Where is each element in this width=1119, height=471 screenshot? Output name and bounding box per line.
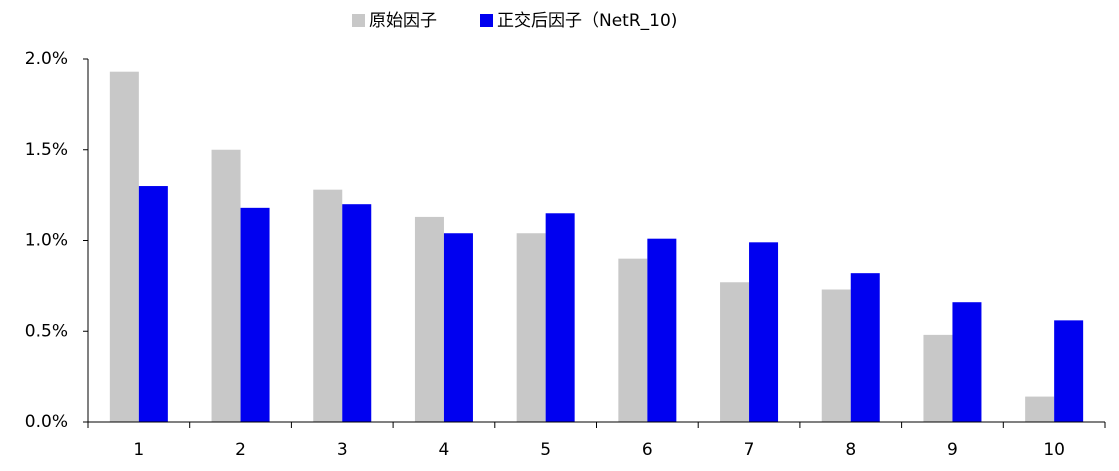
x-tick-label: 5 — [540, 440, 551, 460]
x-tick-label: 3 — [337, 440, 348, 460]
legend-label: 原始因子 — [369, 11, 437, 31]
bar — [414, 216, 444, 422]
bar — [618, 258, 648, 422]
bar — [240, 207, 270, 422]
bar — [443, 233, 473, 422]
y-tick-label: 2.0% — [25, 49, 68, 69]
x-tick-label: 6 — [642, 440, 653, 460]
bar — [749, 242, 779, 422]
bar — [647, 238, 677, 422]
y-tick-label: 1.5% — [25, 140, 68, 160]
bar — [109, 71, 139, 422]
bar — [211, 149, 241, 422]
bar — [1054, 320, 1084, 422]
bar — [516, 233, 546, 422]
x-tick-label: 1 — [133, 440, 144, 460]
y-tick-label: 0.5% — [25, 321, 68, 341]
bar — [313, 189, 343, 422]
x-tick-label: 8 — [845, 440, 856, 460]
bar — [342, 204, 372, 422]
bar — [545, 213, 575, 422]
legend-label: 正交后因子（NetR_10) — [497, 11, 677, 31]
bar — [952, 302, 982, 422]
bar — [138, 186, 168, 422]
legend-swatch — [480, 14, 493, 27]
bar — [850, 273, 880, 422]
x-tick-label: 2 — [235, 440, 246, 460]
bar — [821, 289, 851, 422]
bar — [1025, 396, 1055, 422]
x-tick-label: 7 — [744, 440, 755, 460]
bar — [923, 334, 953, 422]
legend-swatch — [352, 14, 365, 27]
y-tick-label: 1.0% — [25, 231, 68, 251]
bar — [720, 282, 750, 422]
x-tick-label: 4 — [439, 440, 450, 460]
x-tick-label: 9 — [947, 440, 958, 460]
x-tick-label: 10 — [1043, 440, 1065, 460]
y-tick-label: 0.0% — [25, 412, 68, 432]
